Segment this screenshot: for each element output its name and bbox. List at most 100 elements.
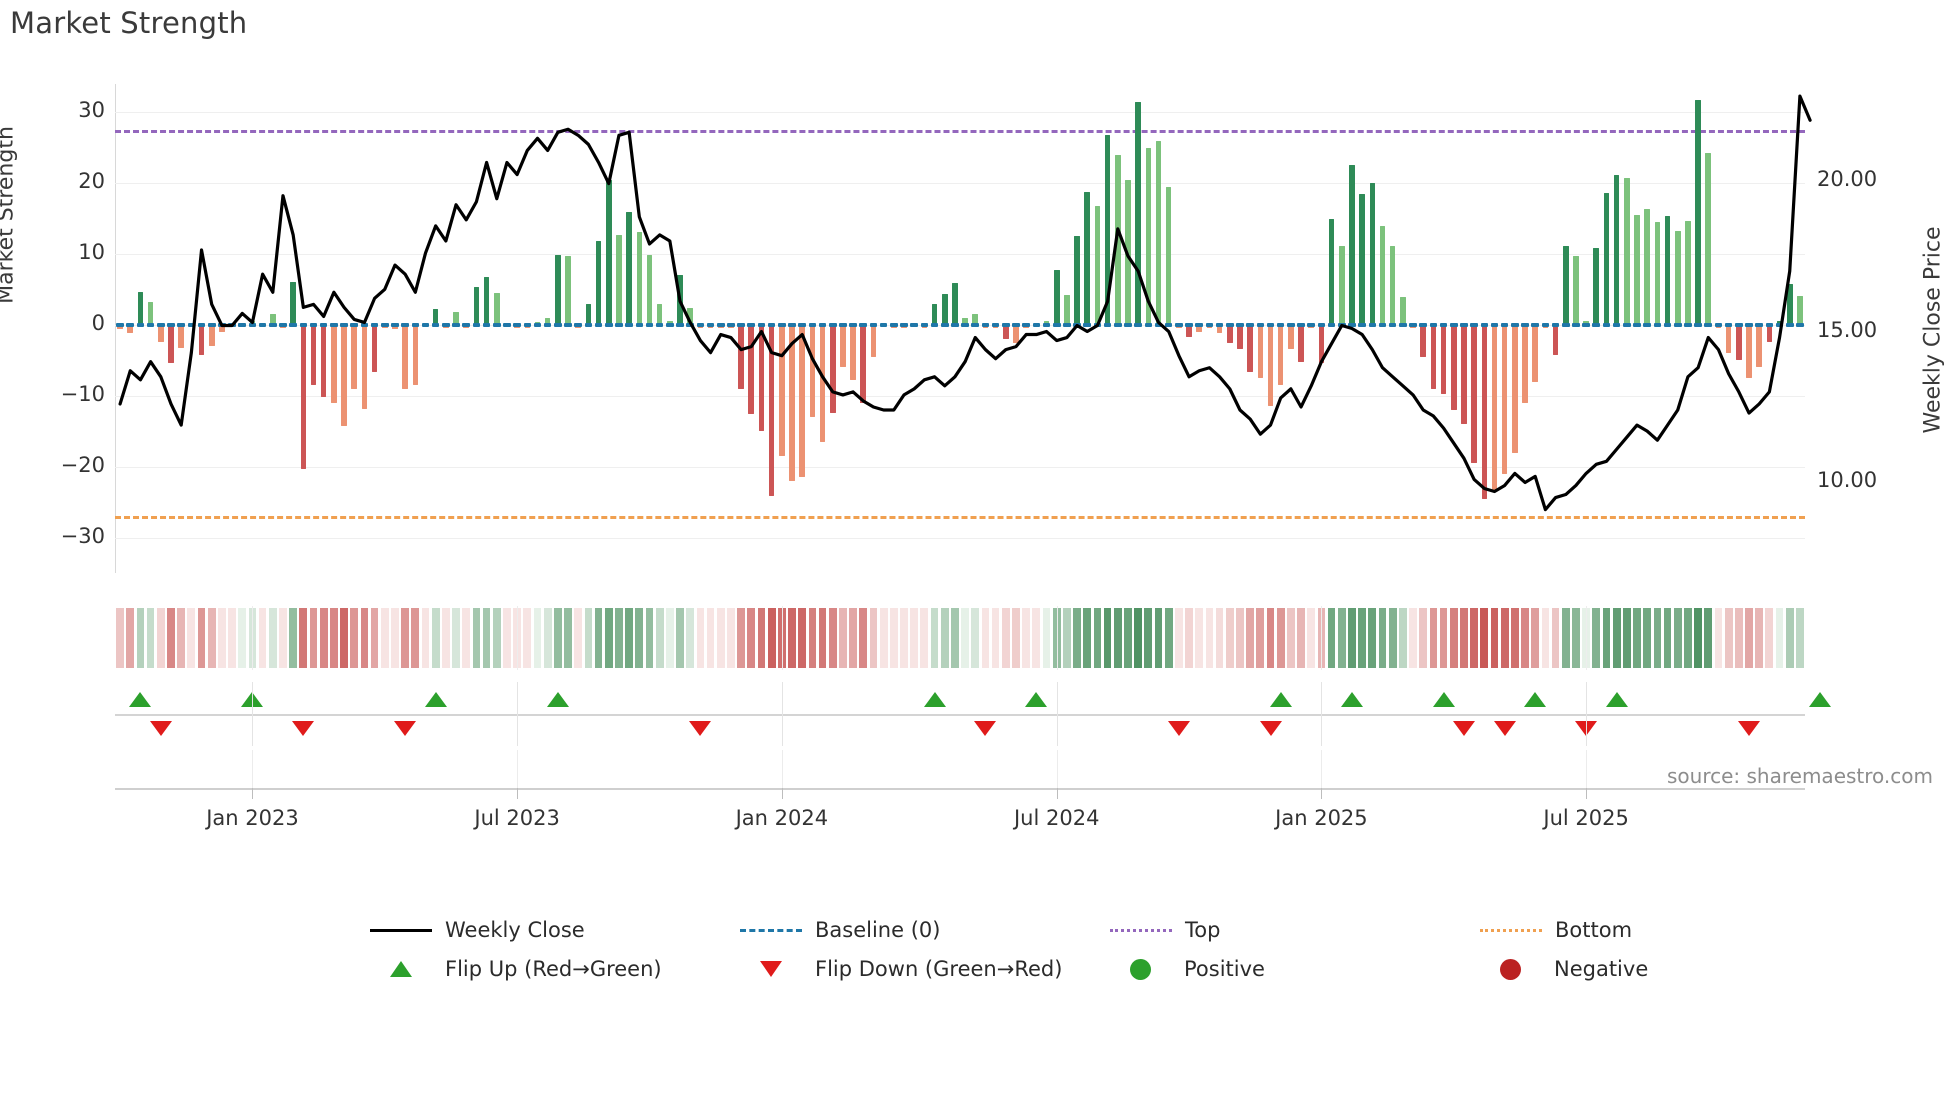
baseline-tick [1409,322,1417,327]
strip-cell [716,608,725,668]
legend-item-bottom[interactable]: Bottom [1480,918,1632,942]
x-axis-tick [1056,788,1058,799]
bar [290,281,296,325]
strip-cell [1714,608,1723,668]
strip-cell [177,608,186,668]
bar [1522,324,1528,403]
bar [646,254,653,325]
strip-cell [940,608,949,668]
bar [1471,324,1477,464]
legend-item-flip-down-green-red[interactable]: Flip Down (Green→Red) [740,957,1062,981]
strip-cell [1612,608,1621,668]
strip-cell [798,608,807,668]
bar [1216,324,1223,334]
y-axis-right-tick-label: 10.00 [1817,468,1878,493]
dashed-line-icon [740,928,802,932]
bar [809,324,816,418]
baseline-tick [920,322,929,327]
bar [738,324,744,389]
baseline-tick [1775,322,1784,327]
strip-cell [1358,608,1366,668]
baseline-tick [1592,322,1601,327]
source-credit: source: sharemaestro.com [1667,764,1933,788]
strip-row-gridline [1056,606,1058,670]
bar [473,286,480,325]
baseline-tick [492,322,501,327]
bar [829,324,836,413]
strip-cell [574,608,583,668]
baseline-tick [1399,322,1407,327]
bar [1603,193,1610,325]
bar [432,308,439,325]
baseline-tick [849,322,857,327]
strip-cell [1215,608,1224,668]
baseline-tick [747,322,756,327]
baseline-tick [319,322,328,327]
strip-cell [187,608,196,668]
bar [168,324,174,364]
baseline-tick [1612,322,1621,327]
strip-cell [1175,608,1183,668]
bar [1695,99,1701,325]
baseline-tick [859,322,868,327]
legend-item-positive[interactable]: Positive [1110,957,1265,981]
weekly-close-polyline [118,94,1812,512]
legend-item-top[interactable]: Top [1110,918,1220,942]
baseline-tick [472,322,481,327]
strip-cell [777,608,786,668]
baseline-tick [1002,322,1010,327]
legend-item-negative[interactable]: Negative [1480,957,1648,981]
baseline-tick [330,322,338,327]
baseline-tick [1755,322,1763,327]
baseline-tick [360,322,369,327]
strip-cell [1398,608,1407,668]
bar [565,256,571,325]
strip-cell [1022,608,1031,668]
baseline-tick [1195,322,1204,327]
strip-cell [380,608,389,668]
strip-cell [421,608,430,668]
strip-cell [1327,608,1336,668]
marker-row-gridline [1321,682,1323,746]
baseline-tick [126,322,135,327]
strip-cell [869,608,878,668]
baseline-tick [655,322,664,327]
bar [1338,245,1345,325]
flip-up-marker [1025,692,1048,707]
bar [1318,324,1325,363]
legend-item-flip-up-red-green[interactable]: Flip Up (Red→Green) [370,957,662,981]
strip-cell [533,608,542,668]
strip-cell [370,608,379,668]
baseline-tick [1246,322,1254,327]
gridline [115,183,1805,185]
strip-cell [1745,608,1753,668]
baseline-tick [1500,322,1509,327]
strip-cell [665,608,674,668]
strip-cell [1001,608,1010,668]
baseline-tick [706,322,715,327]
baseline-tick [1521,322,1529,327]
flip-up-marker [923,692,946,707]
flip-up-marker [1809,692,1832,707]
y-axis-left-tick-label: −30 [60,523,105,548]
legend-item-weekly-close[interactable]: Weekly Close [370,918,585,942]
bar [1725,324,1732,354]
flip-markers-row [115,682,1832,746]
bar [310,324,317,386]
baseline-tick [971,322,980,327]
baseline-tick [666,322,674,327]
baseline-tick [564,322,572,327]
bar [1328,219,1335,325]
bar [147,302,154,325]
strip-cell [1643,608,1652,668]
baseline-tick [645,322,654,327]
y-axis-left-label: Market Strength [0,126,19,304]
baseline-tick [299,322,308,327]
triangle-up-icon [390,961,412,977]
baseline-tick [187,322,196,327]
baseline-tick [238,322,247,327]
marker-row-gridline [1056,682,1058,746]
baseline-tick [1796,322,1804,327]
legend-item-baseline-0[interactable]: Baseline (0) [740,918,940,942]
strip-cell [330,608,338,668]
